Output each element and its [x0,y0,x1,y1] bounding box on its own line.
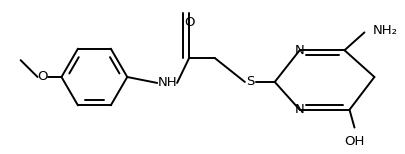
Text: OH: OH [343,136,364,148]
Text: S: S [245,75,254,88]
Text: N: N [294,103,304,116]
Text: O: O [37,71,48,83]
Text: O: O [183,16,194,29]
Text: NH₂: NH₂ [371,24,396,37]
Text: N: N [294,44,304,57]
Text: NH: NH [157,76,177,89]
